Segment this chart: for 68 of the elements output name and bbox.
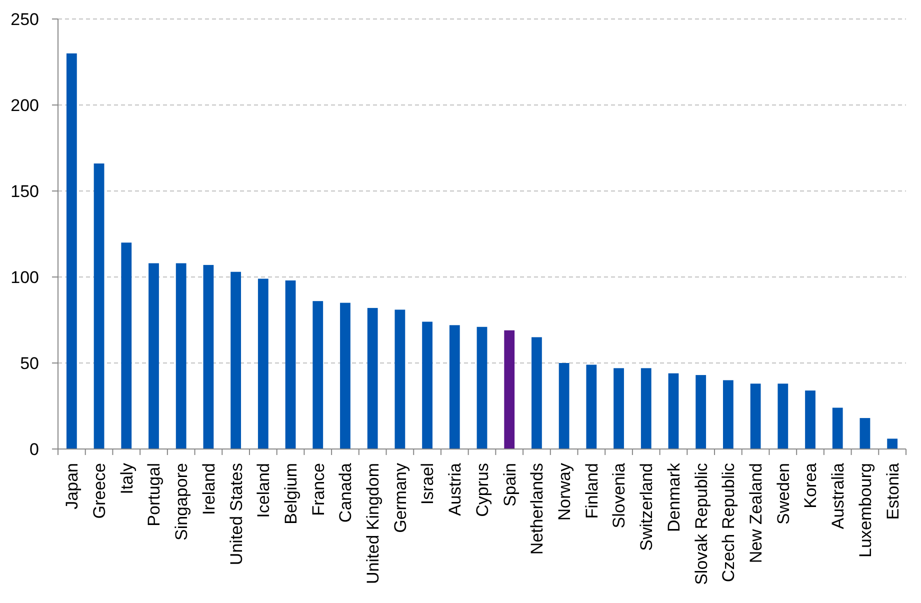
x-tick-label: Austria <box>446 462 465 516</box>
bar <box>476 326 488 449</box>
bar <box>586 364 597 449</box>
x-tick-label: United Kingdom <box>364 463 383 584</box>
x-tick-label: France <box>308 463 328 516</box>
x-tick-label: Slovak Republic <box>692 462 711 585</box>
x-tick-label: Iceland <box>254 463 274 518</box>
x-tick-label: Cyprus <box>472 463 492 517</box>
x-tick-label: Israel <box>418 463 438 505</box>
bar <box>285 280 296 449</box>
x-tick-label: Ireland <box>199 463 218 515</box>
bar <box>422 322 432 449</box>
bar <box>832 408 843 449</box>
x-tick-label: Australia <box>828 462 848 530</box>
bar <box>94 163 104 449</box>
x-tick-label: Denmark <box>664 462 684 532</box>
bar <box>696 375 706 449</box>
bar <box>778 384 788 449</box>
bar <box>640 368 652 449</box>
x-tick-label: Luxembourg <box>856 463 875 558</box>
bar <box>504 330 515 449</box>
bar <box>722 380 734 449</box>
bar <box>558 363 570 449</box>
x-tick-label: Korea <box>801 462 820 508</box>
bar <box>258 278 268 449</box>
bar <box>394 310 406 449</box>
bar <box>121 242 132 449</box>
bar <box>148 263 159 449</box>
bar <box>449 325 460 449</box>
x-tick-label: Italy <box>117 462 136 494</box>
x-tick-label: Portugal <box>144 463 164 526</box>
bar <box>805 390 816 449</box>
bar <box>887 438 898 449</box>
x-tick-label: Switzerland <box>637 463 656 551</box>
bar <box>66 53 77 449</box>
x-tick-label: Canada <box>336 462 356 523</box>
x-tick-label: Japan <box>62 463 82 510</box>
x-tick-label: Slovenia <box>610 462 629 528</box>
x-tick-label: Finland <box>582 463 602 519</box>
y-tick-label: 150 <box>10 182 39 201</box>
bar <box>312 301 324 449</box>
y-tick-label: 0 <box>30 440 39 459</box>
x-tick-label: Estonia <box>883 462 902 520</box>
bar <box>532 337 542 449</box>
x-tick-label: Singapore <box>172 463 192 541</box>
y-tick-label: 200 <box>10 96 39 115</box>
bar <box>750 384 761 449</box>
bar <box>860 418 870 449</box>
y-tick-label: 250 <box>10 10 39 29</box>
y-tick-label: 100 <box>10 268 39 287</box>
x-tick-label: Norway <box>555 462 574 521</box>
bar <box>340 302 350 449</box>
bar <box>614 368 624 449</box>
bar <box>203 264 214 449</box>
x-tick-label: New Zealand <box>746 463 766 564</box>
bar <box>668 373 679 449</box>
x-tick-label: Greece <box>90 463 109 519</box>
bar <box>230 272 242 449</box>
x-tick-label: Czech Republic <box>719 462 738 582</box>
x-tick-label: Germany <box>390 462 410 533</box>
bar <box>176 263 186 449</box>
x-tick-label: Belgium <box>281 463 300 524</box>
x-tick-label: Spain <box>500 463 520 506</box>
x-tick-label: United States <box>226 463 246 566</box>
bar <box>367 308 378 449</box>
y-tick-label: 50 <box>20 354 39 373</box>
x-tick-label: Sweden <box>774 463 793 524</box>
x-tick-label: Netherlands <box>528 463 547 555</box>
